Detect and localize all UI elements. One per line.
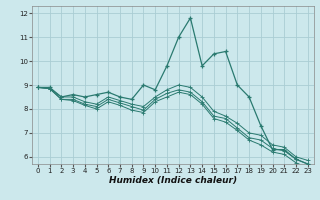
X-axis label: Humidex (Indice chaleur): Humidex (Indice chaleur): [109, 176, 237, 185]
